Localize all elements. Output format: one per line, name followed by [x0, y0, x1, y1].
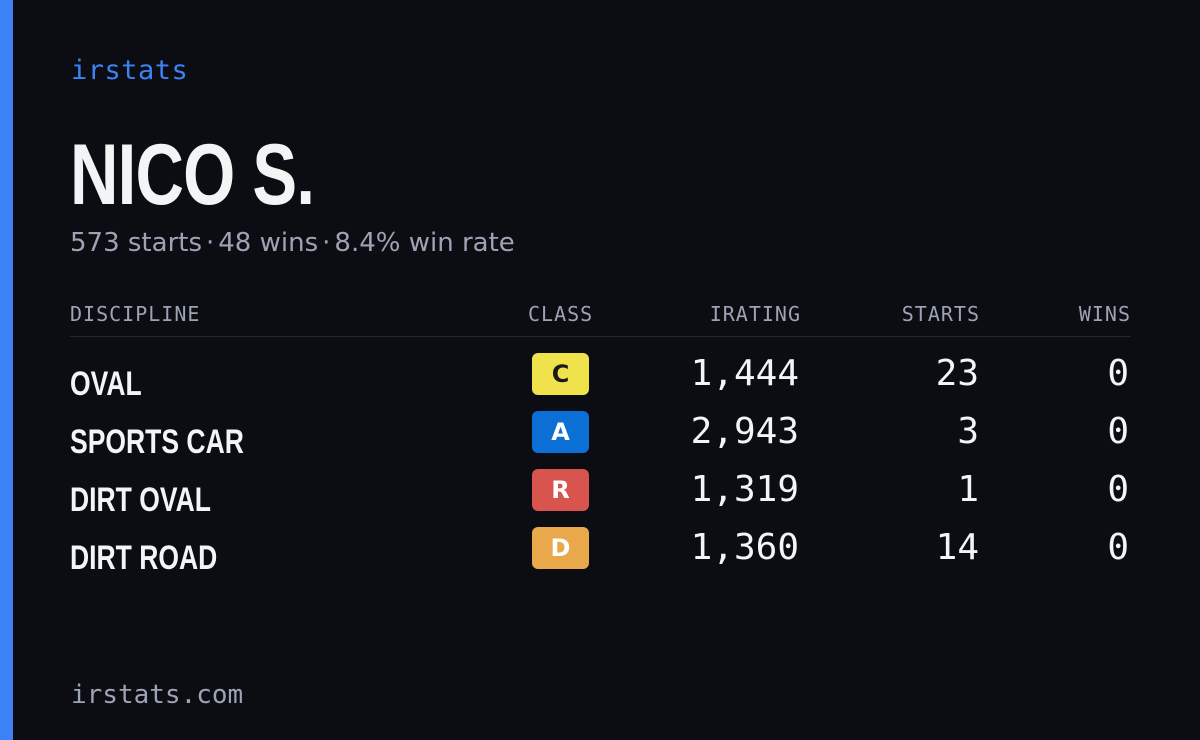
- class-badge: D: [532, 527, 589, 569]
- class-badge: R: [532, 469, 589, 511]
- brand-logo: irstats: [71, 55, 189, 86]
- wins-value: 0: [1107, 353, 1129, 394]
- irating-value: 2,943: [690, 411, 799, 452]
- table-header: DISCIPLINE CLASS IRATING STARTS WINS: [70, 296, 1131, 337]
- header-discipline: DISCIPLINE: [70, 302, 201, 326]
- header-irating: IRATING: [709, 302, 801, 326]
- table-row: DIRT OVAL R 1,319 1 0: [70, 469, 1131, 527]
- starts-value: 3: [957, 411, 979, 452]
- discipline-name: OVAL: [70, 365, 142, 403]
- irating-value: 1,319: [690, 469, 799, 510]
- summary-wins: 48 wins: [218, 228, 319, 258]
- starts-value: 14: [935, 527, 979, 568]
- discipline-name: DIRT OVAL: [70, 481, 211, 519]
- table-row: DIRT ROAD D 1,360 14 0: [70, 527, 1131, 585]
- wins-value: 0: [1107, 527, 1129, 568]
- discipline-table: DISCIPLINE CLASS IRATING STARTS WINS OVA…: [70, 296, 1131, 575]
- footer-url: irstats.com: [71, 680, 244, 710]
- wins-value: 0: [1107, 411, 1129, 452]
- class-badge: C: [532, 353, 589, 395]
- table-row: OVAL C 1,444 23 0: [70, 353, 1131, 411]
- summary-starts: 573 starts: [70, 228, 202, 258]
- header-class: CLASS: [528, 302, 594, 326]
- summary-separator: ·: [206, 228, 215, 258]
- irating-value: 1,360: [690, 527, 799, 568]
- table-body: OVAL C 1,444 23 0 SPORTS CAR A 2,943 3 0…: [70, 353, 1131, 585]
- accent-bar: [0, 0, 13, 740]
- starts-value: 23: [935, 353, 979, 394]
- summary-separator: ·: [322, 228, 331, 258]
- header-starts: STARTS: [901, 302, 980, 326]
- driver-summary: 573 starts · 48 wins · 8.4% win rate: [70, 228, 515, 258]
- discipline-name: SPORTS CAR: [70, 423, 244, 461]
- class-badge: A: [532, 411, 589, 453]
- summary-win-rate: 8.4% win rate: [334, 228, 515, 258]
- irating-value: 1,444: [690, 353, 799, 394]
- header-wins: WINS: [1078, 302, 1131, 326]
- wins-value: 0: [1107, 469, 1129, 510]
- table-row: SPORTS CAR A 2,943 3 0: [70, 411, 1131, 469]
- starts-value: 1: [957, 469, 979, 510]
- driver-name: NICO S.: [70, 127, 315, 223]
- discipline-name: DIRT ROAD: [70, 539, 218, 577]
